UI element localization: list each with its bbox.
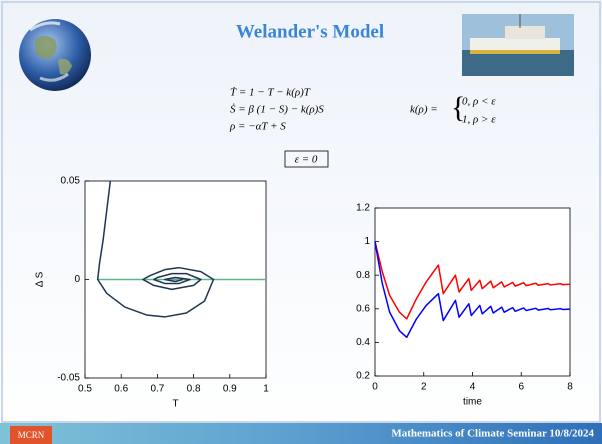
earth-image	[19, 19, 91, 91]
equation: Ṫ = 1 − T − k(ρ)T	[230, 87, 311, 99]
logo: MCRN	[18, 430, 45, 440]
boat-photo	[462, 14, 574, 76]
y-tick-label: 0.4	[356, 337, 370, 348]
y-tick-label: 0.05	[61, 176, 81, 187]
x-tick-label: 0	[372, 382, 378, 393]
slide-title: Welander's Model	[236, 21, 384, 42]
y-tick-label: 1.2	[356, 203, 370, 214]
y-tick-label: 0.2	[356, 371, 370, 382]
k-case: 1, ρ > ε	[462, 114, 496, 126]
y-tick-label: 0	[74, 274, 80, 285]
equation: ρ = −αT + S	[229, 121, 286, 133]
plot-frame	[375, 208, 570, 376]
k-definition: k(ρ) =	[410, 104, 438, 116]
footer-text: Mathematics of Climate Seminar 10/8/2024	[391, 428, 594, 440]
x-tick-label: 6	[518, 382, 524, 393]
y-tick-label: 0.6	[356, 303, 370, 314]
x-tick-label: 0.5	[78, 384, 92, 395]
slide: Welander's Model Ṫ = 1 − T − k(ρ)T Ṡ = β…	[0, 0, 602, 444]
x-tick-label: 2	[421, 382, 427, 393]
y-axis-label: Δ S	[35, 271, 46, 287]
x-tick-label: 0.9	[223, 384, 237, 395]
x-tick-label: 0.6	[114, 384, 128, 395]
y-tick-label: -0.05	[57, 373, 80, 384]
k-case: 0, ρ < ε	[462, 96, 496, 108]
x-tick-label: 4	[470, 382, 476, 393]
x-axis-label: T	[172, 399, 178, 410]
y-tick-label: 0.8	[356, 270, 370, 281]
condition: ε = 0	[295, 154, 318, 166]
equation: Ṡ = β (1 − S) − k(ρ)S	[230, 104, 324, 116]
y-tick-label: 1	[364, 236, 370, 247]
x-tick-label: 8	[567, 382, 573, 393]
x-tick-label: 0.7	[150, 384, 164, 395]
x-tick-label: 1	[263, 384, 269, 395]
x-axis-label: time	[463, 397, 482, 408]
x-tick-label: 0.8	[187, 384, 201, 395]
